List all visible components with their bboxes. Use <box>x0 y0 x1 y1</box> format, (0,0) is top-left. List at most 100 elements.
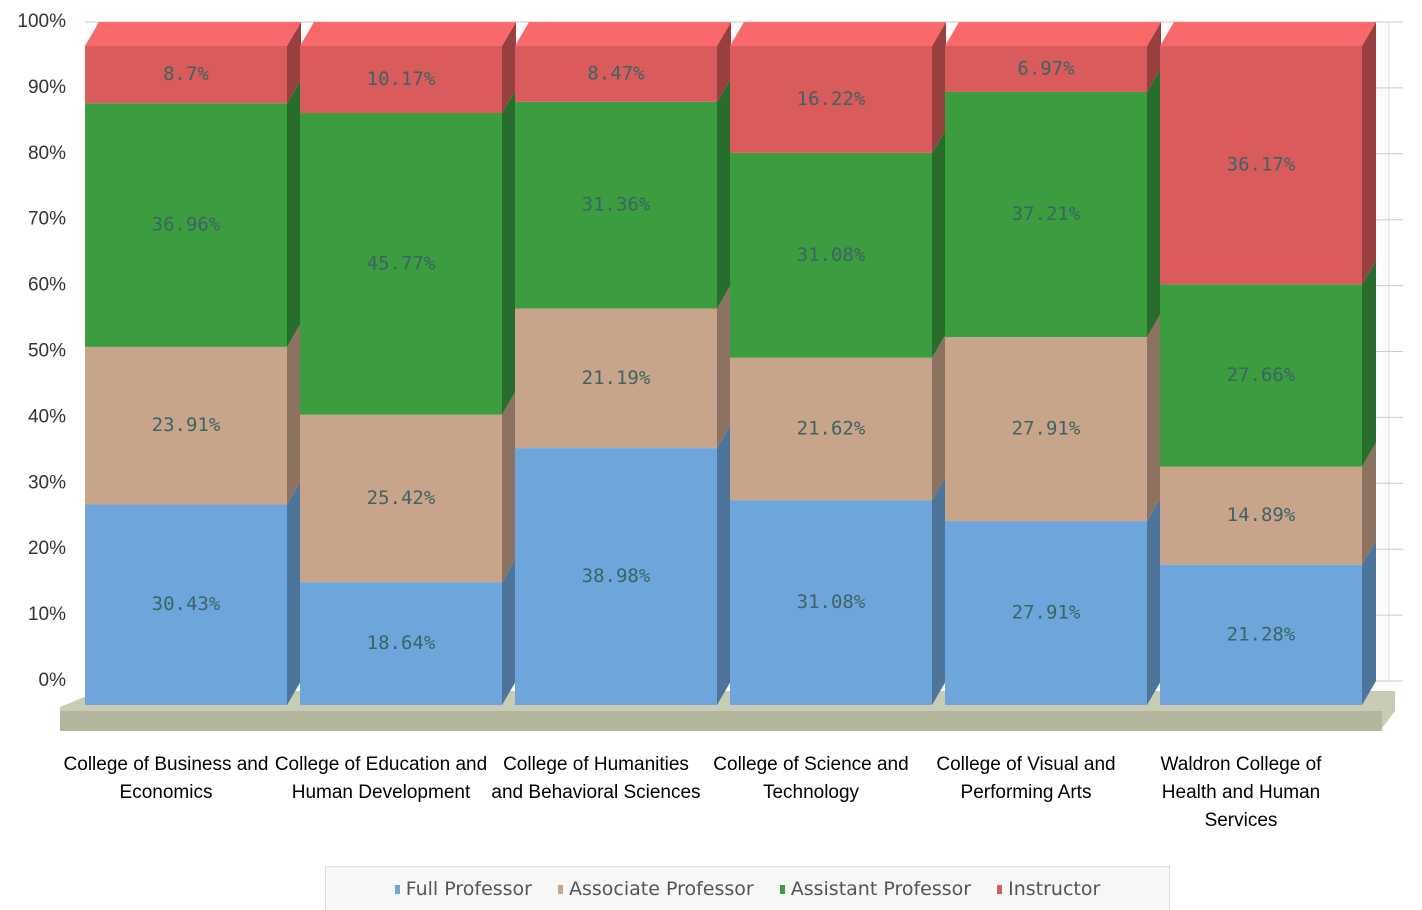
bar-side <box>287 22 301 104</box>
data-label: 31.08% <box>797 244 866 266</box>
bar <box>945 46 1147 92</box>
data-label: 27.91% <box>1012 602 1081 624</box>
bar-segment: 27.66% <box>1160 260 1376 467</box>
data-label: 21.28% <box>1227 623 1296 645</box>
data-label: 30.43% <box>152 593 221 615</box>
bar-top <box>945 22 1161 46</box>
bar-top <box>1160 22 1376 46</box>
data-label: 27.91% <box>1012 418 1081 440</box>
y-tick-label: 0% <box>39 670 67 691</box>
bar-side <box>717 424 731 705</box>
bar-side <box>1147 497 1161 705</box>
bar <box>85 504 287 705</box>
bar-segment: 30.43% <box>85 480 301 705</box>
data-label: 21.62% <box>797 417 866 439</box>
bar-side <box>1147 67 1161 338</box>
bar-segment: 18.64% <box>300 558 516 705</box>
y-tick-label: 50% <box>28 341 66 362</box>
bar <box>730 46 932 153</box>
y-tick-label: 90% <box>28 77 66 98</box>
legend-label: Associate Professor <box>569 878 754 900</box>
bar-segment: 8.47% <box>515 22 731 102</box>
bar-top <box>515 22 731 46</box>
bar <box>85 46 287 104</box>
bar-side <box>1362 540 1376 705</box>
bar <box>300 46 502 114</box>
data-label: 37.21% <box>1012 203 1081 225</box>
bar-top <box>730 22 946 46</box>
x-tick-label: College of Humanities and Behavioral Sci… <box>491 754 701 803</box>
bar <box>515 101 717 309</box>
bar-side <box>502 89 516 415</box>
bar-side <box>1362 260 1376 467</box>
y-tick-label: 30% <box>28 472 66 493</box>
data-label: 38.98% <box>582 565 651 587</box>
bar-segment: 8.7% <box>85 22 301 104</box>
bar-segment: 25.42% <box>300 390 516 583</box>
data-label: 18.64% <box>367 632 436 654</box>
bar-segment: 21.19% <box>515 284 731 449</box>
data-label: 16.22% <box>797 88 866 110</box>
bar-side <box>717 22 731 102</box>
bar-side <box>1147 313 1161 522</box>
bar <box>300 582 502 705</box>
data-label: 21.19% <box>582 367 651 389</box>
bar-segment: 21.28% <box>1160 540 1376 705</box>
y-tick-label: 100% <box>17 11 66 32</box>
bar-side <box>932 333 946 501</box>
bar-segment: 31.08% <box>730 476 946 705</box>
bar-segment: 31.08% <box>730 128 946 358</box>
bar <box>1160 284 1362 467</box>
data-label: 8.7% <box>163 63 209 85</box>
bar-side <box>287 480 301 705</box>
bar <box>300 113 502 415</box>
bar-segment: 38.98% <box>515 424 731 705</box>
bar-side <box>502 22 516 114</box>
bar <box>945 521 1147 705</box>
chart: 0% 10% 20% 30% 40% 50% 60% 70% 80% 90% 100% 30.43% 2… <box>17 11 1403 731</box>
x-tick-label: Waldron College of Health and Human Serv… <box>1160 754 1322 831</box>
bar <box>1160 46 1362 285</box>
legend-item: Assistant Professor <box>779 878 972 900</box>
bar-segment: 21.62% <box>730 333 946 501</box>
bar-side <box>1147 22 1161 92</box>
y-tick-label: 70% <box>28 209 66 230</box>
data-label: 8.47% <box>587 62 645 84</box>
bar-side <box>1362 22 1376 285</box>
data-label: 6.97% <box>1017 57 1075 79</box>
bar <box>945 337 1147 522</box>
bar <box>515 46 717 102</box>
bar-segment: 37.21% <box>945 67 1161 338</box>
data-label: 25.42% <box>367 487 436 509</box>
bar <box>945 91 1147 338</box>
bar-side <box>932 22 946 153</box>
y-tick-label: 60% <box>28 275 66 296</box>
bar-segment: 14.89% <box>1160 442 1376 565</box>
bar <box>85 346 287 505</box>
bar-segment: 10.17% <box>300 22 516 114</box>
legend-label: Full Professor <box>405 878 532 900</box>
bar <box>1160 564 1362 705</box>
data-label: 31.36% <box>582 194 651 216</box>
bar-segment: 6.97% <box>945 22 1161 92</box>
legend-swatch <box>394 884 400 894</box>
bar-segment: 16.22% <box>730 22 946 153</box>
data-label: 45.77% <box>367 252 436 274</box>
data-label: 36.96% <box>152 214 221 236</box>
y-tick-label: 80% <box>28 143 66 164</box>
x-tick-label: College of Science and Technology <box>713 754 909 803</box>
bar-top <box>85 22 301 46</box>
data-label: 31.08% <box>797 591 866 613</box>
legend: Full Professor Associate Professor Assista… <box>325 866 1170 910</box>
bar-segment: 45.77% <box>300 89 516 415</box>
legend-swatch <box>558 884 563 894</box>
bar-side <box>287 322 301 505</box>
bar-segment: 36.17% <box>1160 22 1376 285</box>
y-tick-label: 40% <box>28 406 66 427</box>
bar-side <box>717 284 731 449</box>
bar-segment: 27.91% <box>945 313 1161 522</box>
legend-label: Assistant Professor <box>790 878 972 900</box>
y-tick-label: 10% <box>28 604 66 625</box>
legend-item: Full Professor <box>394 878 532 900</box>
